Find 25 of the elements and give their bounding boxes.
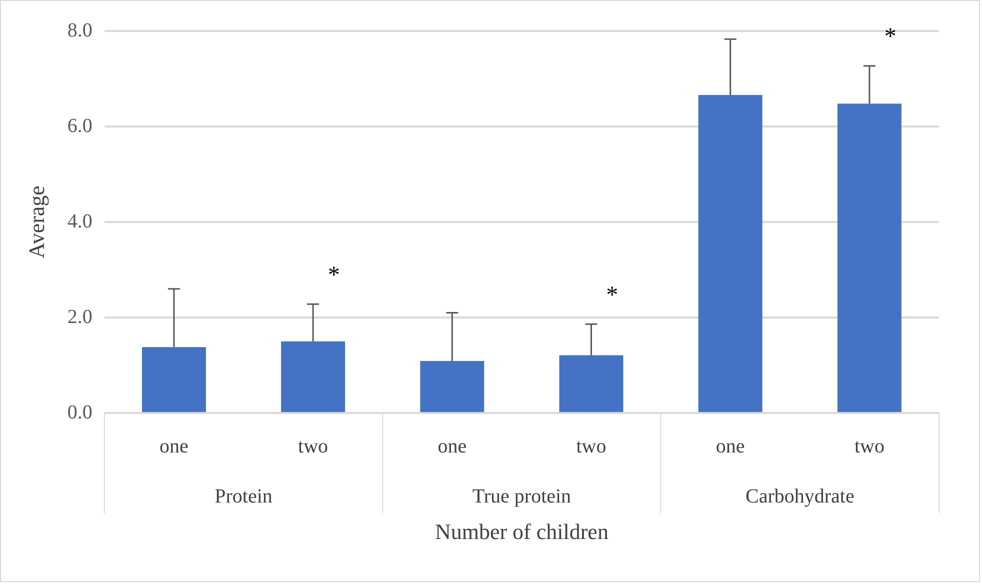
x-axis-title: Number of children (434, 518, 608, 544)
bar (281, 341, 346, 412)
text: Carbohydrate (745, 485, 854, 508)
bar (142, 347, 206, 412)
bar (698, 94, 762, 412)
x-tick-label: one (716, 435, 745, 458)
x-tick-label: one (160, 435, 189, 458)
x-tick-label: two (576, 435, 606, 458)
y-tick-label: 6.0 (67, 114, 92, 137)
x-tick-label: two (854, 435, 884, 458)
bar (559, 355, 624, 412)
data-label: * (884, 24, 896, 50)
data-label: * (606, 282, 618, 308)
y-tick-label: 4.0 (67, 210, 92, 232)
x-tick-label: one (438, 435, 467, 458)
y-tick-label: 8.0 (67, 19, 92, 42)
text: Protein (214, 485, 272, 508)
y-tick-label: 2.0 (67, 306, 92, 328)
data-label: * (328, 262, 340, 288)
y-tick-label: 0.0 (67, 401, 92, 424)
y-axis-title: Average (24, 186, 49, 258)
bar (837, 104, 902, 412)
bar (420, 360, 484, 412)
text: True protein (472, 485, 572, 508)
x-tick-label: two (298, 435, 328, 458)
